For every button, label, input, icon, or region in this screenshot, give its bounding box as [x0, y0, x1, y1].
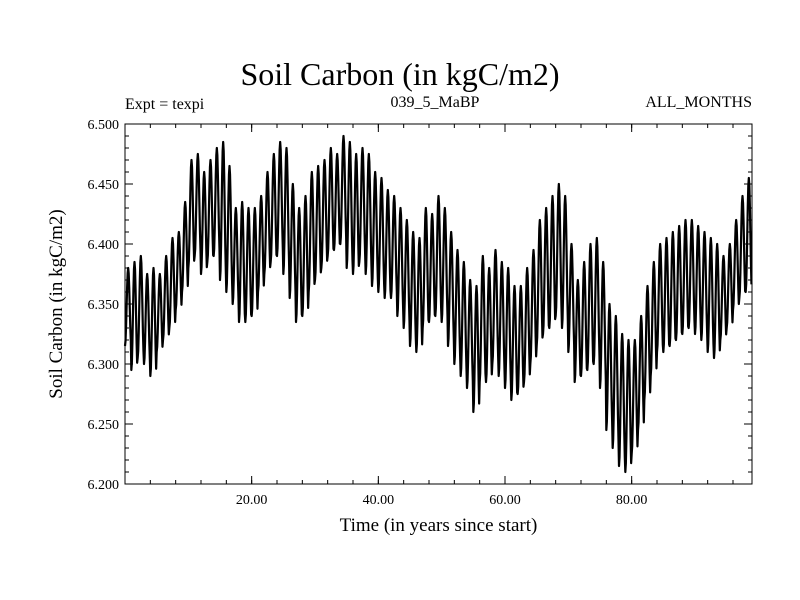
y-tick-label: 6.350 [88, 298, 120, 313]
period-label: ALL_MONTHS [645, 94, 752, 111]
chart-subtitle: 039_5_MaBP [390, 94, 480, 111]
x-tick-label: 40.00 [363, 493, 395, 508]
chart-title: Soil Carbon (in kgC/m2) [240, 56, 560, 92]
x-tick-label: 80.00 [616, 493, 648, 508]
y-tick-label: 6.400 [88, 238, 120, 253]
y-tick-label: 6.300 [88, 358, 120, 373]
series-line [123, 134, 753, 474]
x-tick-label: 20.00 [236, 493, 268, 508]
experiment-label: Expt = texpi [125, 96, 205, 113]
y-tick-label: 6.250 [88, 418, 120, 433]
y-tick-label: 6.450 [88, 178, 120, 193]
x-tick-label: 60.00 [489, 493, 521, 508]
x-axis-title: Time (in years since start) [340, 515, 538, 536]
x-axis: 20.00 40.00 60.00 80.00 [124, 124, 734, 508]
series-layer [123, 134, 753, 474]
y-tick-label: 6.500 [88, 118, 120, 133]
y-tick-label: 6.200 [88, 478, 120, 493]
y-axis: 6.200 6.250 6.300 6.350 6.400 6.450 6.500 [88, 118, 752, 493]
y-axis-title: Soil Carbon (in kgC/m2) [46, 209, 67, 398]
